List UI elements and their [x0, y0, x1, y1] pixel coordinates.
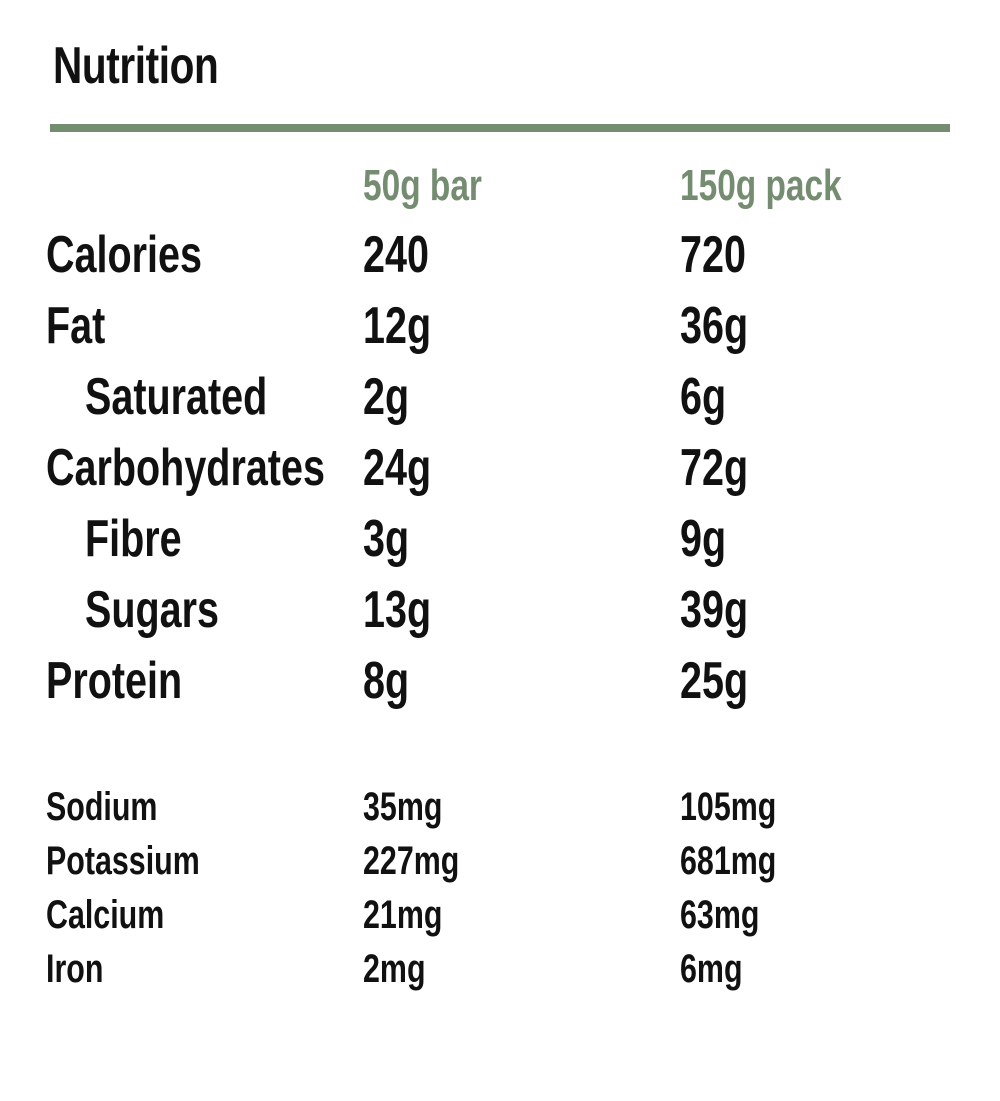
row-label-potassium: Potassium [46, 839, 200, 883]
column-header-pack: 150g pack [680, 161, 842, 210]
row-label-protein: Protein [46, 652, 183, 710]
row-value-carbohydrates-bar: 24g [363, 439, 432, 497]
row-value-protein-bar: 8g [363, 652, 410, 710]
row-value-potassium-pack: 681mg [680, 839, 777, 883]
row-value-calories-pack: 720 [680, 226, 746, 284]
row-value-protein-pack: 25g [680, 652, 749, 710]
row-label-iron: Iron [46, 947, 104, 991]
row-label-fibre: Fibre [85, 510, 182, 568]
row-value-calcium-pack: 63mg [680, 893, 760, 937]
row-value-carbohydrates-pack: 72g [680, 439, 749, 497]
row-label-sodium: Sodium [46, 785, 158, 829]
row-value-calories-bar: 240 [363, 226, 429, 284]
row-value-sodium-pack: 105mg [680, 785, 777, 829]
row-value-fibre-pack: 9g [680, 510, 727, 568]
row-value-fat-bar: 12g [363, 297, 432, 355]
row-value-sugars-pack: 39g [680, 581, 749, 639]
page-title: Nutrition [53, 37, 219, 95]
title-divider [50, 124, 950, 132]
row-value-saturated-pack: 6g [680, 368, 727, 426]
row-value-iron-bar: 2mg [363, 947, 426, 991]
row-value-sugars-bar: 13g [363, 581, 432, 639]
column-header-bar: 50g bar [363, 161, 482, 210]
row-label-saturated: Saturated [85, 368, 268, 426]
row-value-saturated-bar: 2g [363, 368, 410, 426]
row-label-calories: Calories [46, 226, 202, 284]
row-label-sugars: Sugars [85, 581, 219, 639]
row-value-sodium-bar: 35mg [363, 785, 443, 829]
row-label-carbohydrates: Carbohydrates [46, 439, 325, 497]
row-value-calcium-bar: 21mg [363, 893, 443, 937]
row-value-iron-pack: 6mg [680, 947, 743, 991]
row-value-fat-pack: 36g [680, 297, 749, 355]
row-value-potassium-bar: 227mg [363, 839, 460, 883]
row-value-fibre-bar: 3g [363, 510, 410, 568]
row-label-fat: Fat [46, 297, 106, 355]
row-label-calcium: Calcium [46, 893, 165, 937]
